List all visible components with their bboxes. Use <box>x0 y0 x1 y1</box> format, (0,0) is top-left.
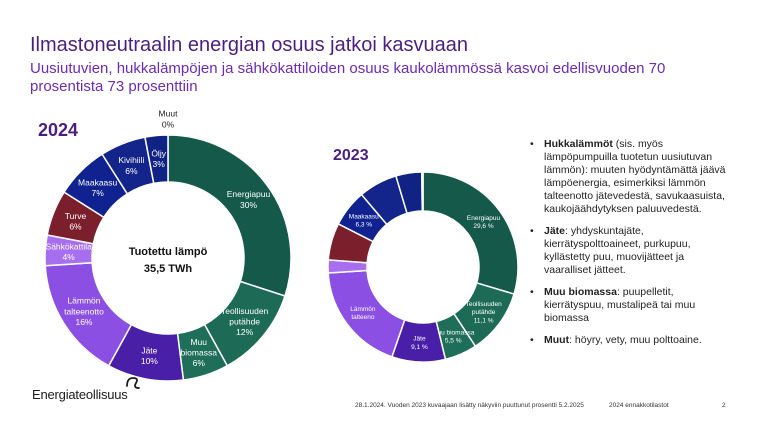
label-muut: Muut 0% <box>159 109 179 130</box>
page-number: 2 <box>722 402 726 409</box>
year-label-2023: 2023 <box>333 147 369 164</box>
label-kivihiili: Kivihiili 6% <box>118 155 144 176</box>
label-sahkokattila: Sähkökattila 4% <box>46 241 93 262</box>
definitions-list: Hukkalämmöt (sis. myös lämpöpumpuilla tu… <box>530 138 730 356</box>
definition-item: Jäte: yhdyskuntajäte, kierrätyspolttoain… <box>530 225 730 277</box>
label-jate: Jäte 9,1 % <box>411 336 428 351</box>
logo-mark-icon <box>126 377 140 389</box>
page-subtitle: Uusiutuvien, hukkalämpöjen ja sähkökatti… <box>30 60 666 95</box>
label-turve: Turve 6% <box>65 211 87 232</box>
footer-report-label: 2024 ennakkotilastot <box>609 402 669 409</box>
label-maakaasu: Maakaasu 7% <box>78 177 117 198</box>
definition-item: Muut: höyry, vety, muu polttoaine. <box>530 334 730 347</box>
slice-oljy <box>144 134 169 185</box>
label-muu-biomassa: Muu biomassa 5,5 % <box>432 329 475 344</box>
slice-muut <box>421 171 424 212</box>
definition-item: Muu biomassa: puupelletit, kierrätyspuu,… <box>530 286 730 325</box>
label-lammon-talteenotto: Lämmön talteeno <box>350 306 376 321</box>
company-logo: Energiateollisuus <box>32 377 140 404</box>
slice-energiapuu <box>167 134 292 297</box>
label-teollisuuden-puutahde: Teollisuuden putähde 12% <box>221 306 269 337</box>
logo-text: Energiateollisuus <box>32 387 128 402</box>
label-muu-biomassa: Muu biomassa 6% <box>181 337 218 368</box>
page-title: Ilmastoneutraalin energian osuus jatkoi … <box>30 34 469 56</box>
label-maakaasu: Maakaasu 6,3 % <box>349 213 379 228</box>
slice-energiapuu <box>422 171 519 296</box>
year-label-2024: 2024 <box>38 120 79 140</box>
label-oljy: Öljy 3% <box>151 149 166 170</box>
label-jate: Jäte 10% <box>141 345 158 366</box>
definition-item: Hukkalämmöt (sis. myös lämpöpumpuilla tu… <box>530 138 730 216</box>
label-lammon-talteenotto: Lämmön talteenotto 16% <box>64 296 104 327</box>
label-energiapuu: Energiapuu 29,6 % <box>467 215 501 230</box>
center-label: Tuotettu lämpö <box>129 246 208 258</box>
label-teollisuuden-puutahde: Teollisuuden putähde 11,1 % <box>466 301 503 324</box>
footer-note: 28.1.2024. Vuoden 2023 kuvaajaan lisätty… <box>355 402 584 409</box>
center-value: 35,5 TWh <box>144 263 193 275</box>
label-energiapuu: Energiapuu 30% <box>227 189 271 210</box>
